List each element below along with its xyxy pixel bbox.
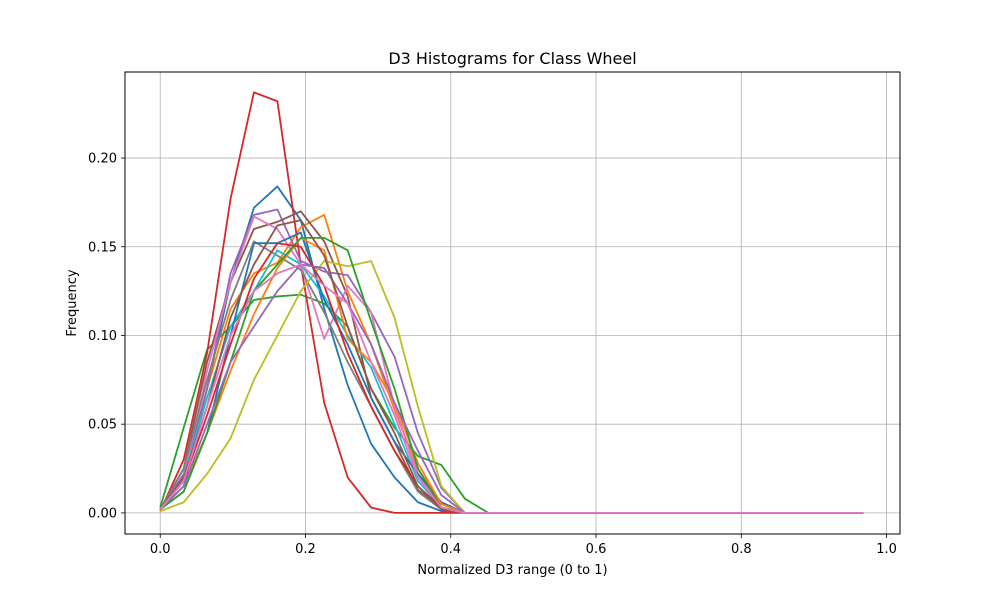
x-tick-label: 0.8 (731, 542, 752, 557)
y-tick-label: 0.10 (88, 329, 117, 344)
grid (125, 72, 900, 534)
x-tick-label: 0.2 (295, 542, 316, 557)
y-tick-label: 0.05 (88, 418, 117, 433)
x-tick-label: 0.6 (586, 542, 607, 557)
plot-frame (124, 71, 901, 535)
x-tick-label: 0.4 (440, 542, 461, 557)
series-lines (159, 91, 864, 514)
x-axis-ticks: 0.0 0.2 0.4 0.6 0.8 1.0 (150, 534, 897, 557)
y-tick-label: 0.20 (88, 152, 117, 167)
y-axis-ticks: 0.00 0.05 0.10 0.15 0.20 (88, 152, 125, 521)
x-axis-label: Normalized D3 range (0 to 1) (417, 563, 607, 578)
y-tick-label: 0.00 (88, 506, 117, 521)
x-tick-label: 1.0 (876, 542, 897, 557)
x-tick-label: 0.0 (150, 542, 171, 557)
chart-title: D3 Histograms for Class Wheel (388, 49, 636, 68)
y-tick-label: 0.15 (88, 240, 117, 255)
series-line-17 (159, 263, 864, 514)
y-axis-label: Frequency (65, 269, 80, 336)
